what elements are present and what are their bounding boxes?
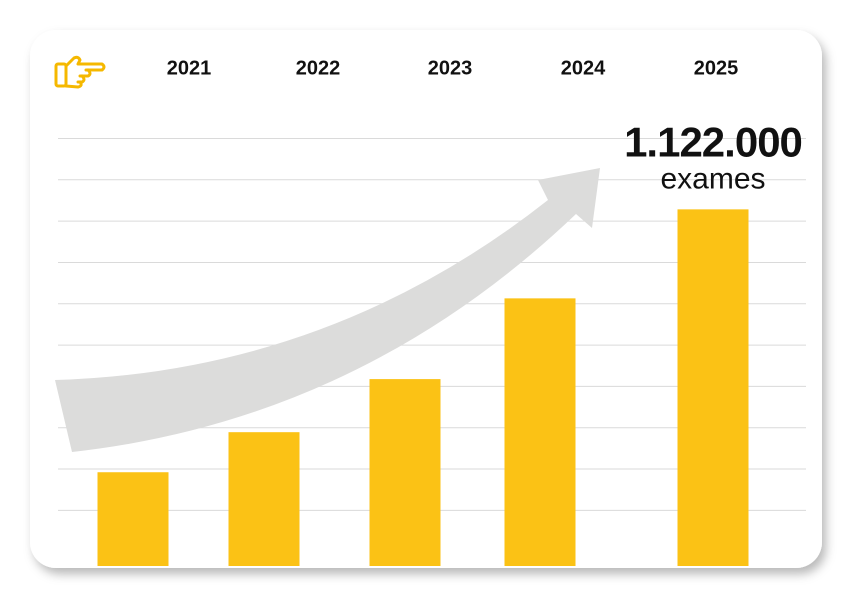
- x-tick-label: 2022: [296, 57, 341, 79]
- x-tick-label: 2025: [694, 57, 739, 79]
- bar: [228, 432, 300, 566]
- bar: [97, 472, 169, 566]
- x-tick-label: 2024: [561, 57, 606, 79]
- value-label: 1.122.000: [624, 118, 802, 165]
- bar: [504, 298, 576, 566]
- value-unit-label: exames: [660, 162, 765, 195]
- x-tick-label: 2023: [428, 57, 473, 79]
- x-tick-label: 2021: [167, 57, 212, 79]
- pointing-hand-icon: [54, 55, 106, 89]
- bar: [677, 209, 749, 566]
- bar: [369, 379, 441, 566]
- trend-arrow: [55, 168, 600, 452]
